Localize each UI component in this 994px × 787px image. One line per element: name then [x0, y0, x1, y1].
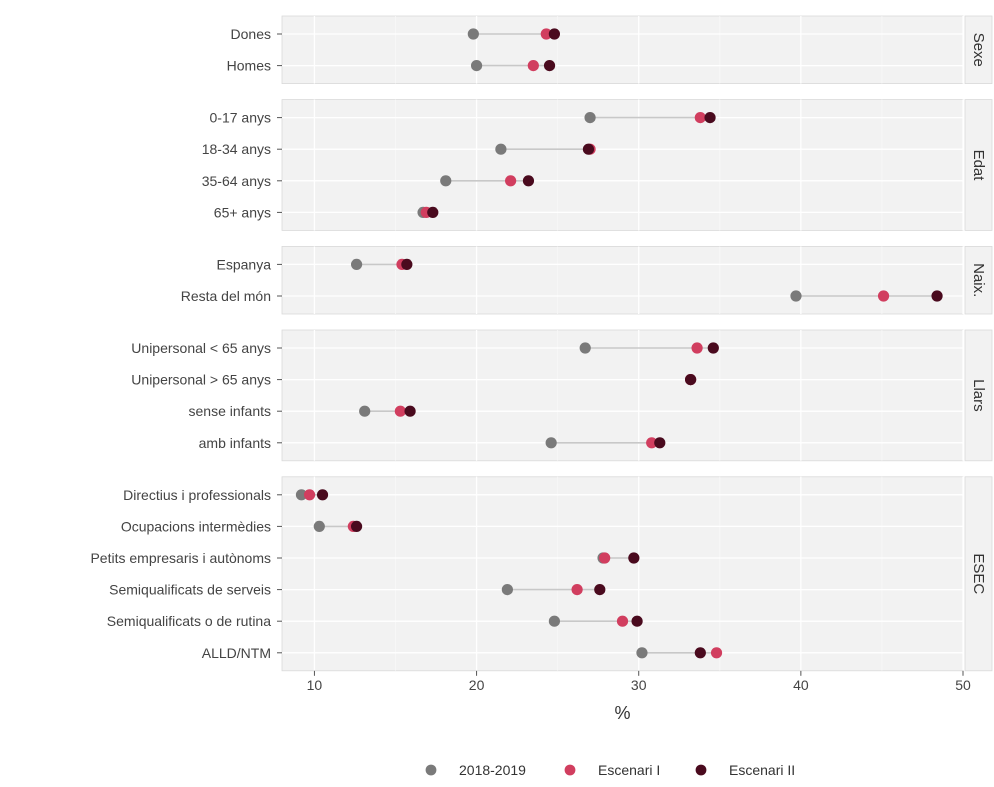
data-point-1 — [394, 405, 406, 417]
data-point-0 — [350, 258, 363, 270]
category-label: Espanya — [217, 256, 272, 272]
category-label: Dones — [231, 26, 271, 42]
data-point-0 — [359, 405, 371, 417]
category-label: Unipersonal < 65 anys — [131, 340, 271, 356]
data-point-1 — [691, 342, 703, 354]
data-point-0 — [636, 647, 648, 659]
data-point-1 — [710, 647, 723, 659]
data-point-2 — [543, 60, 556, 72]
facet-strip-label: Sexe — [970, 33, 987, 67]
data-point-2 — [685, 374, 697, 386]
data-point-0 — [495, 143, 507, 155]
x-tick-label: 30 — [631, 677, 647, 693]
data-point-0 — [584, 112, 596, 124]
data-point-2 — [316, 489, 329, 501]
data-point-0 — [501, 584, 513, 596]
facet-panel — [281, 329, 964, 462]
data-point-2 — [582, 143, 595, 155]
category-label: 35-64 anys — [202, 173, 271, 189]
data-point-0 — [295, 489, 308, 501]
data-point-2 — [694, 647, 706, 659]
facet-panel — [281, 245, 964, 315]
data-point-1 — [527, 60, 539, 72]
data-point-2 — [628, 552, 640, 564]
x-tick-label: 10 — [307, 677, 323, 693]
category-label: 0-17 anys — [210, 110, 271, 126]
data-point-2 — [931, 290, 943, 302]
data-point-2 — [707, 342, 719, 354]
facet-strip — [964, 99, 993, 231]
x-tick-label: 20 — [469, 677, 485, 693]
legend-marker — [695, 764, 707, 776]
category-label: 18-34 anys — [202, 141, 271, 157]
legend-label: Escenari I — [598, 762, 660, 778]
data-point-0 — [790, 290, 802, 302]
legend-label: 2018-2019 — [459, 762, 526, 778]
x-tick-label: 50 — [955, 677, 971, 693]
facet-strip — [964, 15, 993, 84]
facet-strip-label: Edat — [970, 150, 987, 182]
category-label: ALLD/NTM — [202, 645, 271, 661]
data-point-0 — [579, 342, 591, 354]
facet-panel — [281, 476, 964, 672]
category-label: Petits empresaris i autònoms — [90, 550, 271, 566]
category-label: amb infants — [199, 435, 271, 451]
facet-strip-label: Llars — [970, 379, 987, 412]
legend-label: Escenari II — [729, 762, 795, 778]
data-point-2 — [427, 206, 439, 218]
data-point-0 — [440, 175, 452, 187]
category-label: Directius i professionals — [123, 487, 271, 503]
data-point-0 — [548, 615, 561, 627]
data-point-0 — [467, 28, 479, 40]
facet-panel — [281, 15, 964, 84]
category-label: Semiqualificats de serveis — [109, 582, 271, 598]
data-point-2 — [654, 437, 666, 449]
facet-strip — [964, 329, 993, 462]
data-point-1 — [505, 175, 517, 187]
data-point-2 — [401, 258, 413, 270]
category-label: Unipersonal > 65 anys — [131, 372, 271, 388]
data-point-1 — [616, 615, 629, 627]
x-tick-label: 40 — [793, 677, 809, 693]
facet-strip-label: ESEC — [970, 553, 987, 594]
data-point-1 — [694, 112, 706, 124]
facet-strip — [964, 245, 993, 315]
facet-strip-label: Naix. — [970, 263, 987, 297]
data-point-0 — [313, 520, 325, 533]
category-label: Semiqualificats o de rutina — [107, 613, 271, 629]
category-label: Ocupacions intermèdies — [121, 518, 271, 534]
data-point-2 — [548, 28, 561, 40]
data-point-0 — [545, 437, 557, 449]
data-point-2 — [350, 520, 363, 533]
data-point-2 — [631, 615, 643, 627]
facet-panel — [281, 99, 964, 231]
legend-marker — [425, 764, 437, 776]
x-axis-title: % — [614, 703, 630, 723]
category-label: sense infants — [189, 403, 272, 419]
data-point-0 — [470, 60, 483, 72]
data-point-1 — [646, 437, 658, 449]
facet-strip — [964, 476, 993, 672]
data-point-2 — [522, 175, 535, 187]
data-point-2 — [594, 584, 606, 596]
category-label: Resta del món — [181, 288, 271, 304]
category-label: 65+ anys — [214, 204, 271, 220]
data-point-1 — [599, 552, 611, 564]
data-point-1 — [303, 489, 316, 501]
data-point-1 — [540, 28, 552, 40]
legend-marker — [564, 764, 576, 776]
category-label: Homes — [227, 58, 271, 74]
data-point-1 — [571, 584, 583, 596]
data-point-1 — [877, 290, 890, 302]
data-point-2 — [704, 112, 716, 124]
data-point-2 — [404, 405, 416, 417]
